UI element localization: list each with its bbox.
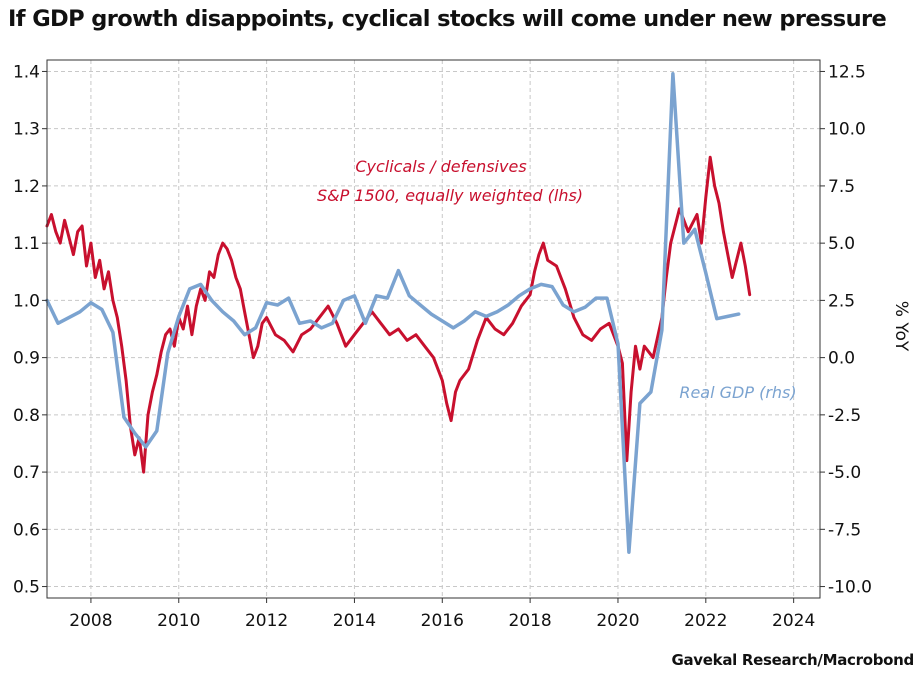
gdp-label: Real GDP (rhs) bbox=[679, 383, 796, 402]
gdp-series bbox=[45, 71, 741, 554]
right-tick-label: 2.5 bbox=[828, 291, 855, 311]
left-tick-label: 0.8 bbox=[13, 406, 40, 426]
right-tick-label: -7.5 bbox=[828, 520, 861, 540]
x-tick-label: 2014 bbox=[333, 611, 376, 631]
x-tick-label: 2008 bbox=[69, 611, 112, 631]
x-tick-label: 2010 bbox=[157, 611, 200, 631]
left-tick-label: 1.2 bbox=[13, 177, 40, 197]
left-tick-label: 0.7 bbox=[13, 463, 40, 483]
cyclicals-line bbox=[45, 155, 752, 474]
right-tick-label: 5.0 bbox=[828, 234, 855, 254]
x-tick-label: 2024 bbox=[772, 611, 815, 631]
left-tick-label: 1.3 bbox=[13, 120, 40, 140]
x-axis-ticks: 2008 2010 2012 2014 2016 2018 2020 2022 2024 bbox=[69, 598, 815, 631]
cyclicals-label-line-2: S&P 1500, equally weighted (lhs) bbox=[317, 186, 583, 205]
left-axis-ticks: 0.5 0.6 0.7 0.8 0.9 1.0 1.1 1.2 1.3 1.4 bbox=[13, 62, 47, 598]
x-tick-label: 2018 bbox=[508, 611, 551, 631]
x-tick-label: 2012 bbox=[245, 611, 288, 631]
plot-frame bbox=[46, 59, 821, 599]
left-tick-label: 1.1 bbox=[13, 234, 40, 254]
left-tick-label: 1.0 bbox=[13, 291, 40, 311]
right-tick-label: 0.0 bbox=[828, 349, 855, 369]
gridlines bbox=[47, 60, 820, 598]
x-tick-label: 2022 bbox=[684, 611, 727, 631]
gdp-line bbox=[45, 71, 741, 554]
x-tick-label: 2016 bbox=[421, 611, 464, 631]
chart-title: If GDP growth disappoints, cyclical stoc… bbox=[8, 6, 887, 32]
cyclicals-label-line-1: Cyclicals / defensives bbox=[355, 157, 526, 176]
right-axis-label: % YoY bbox=[891, 301, 911, 352]
left-tick-label: 0.9 bbox=[13, 349, 40, 369]
left-tick-label: 0.6 bbox=[13, 520, 40, 540]
right-tick-label: -5.0 bbox=[828, 463, 861, 483]
right-tick-label: 12.5 bbox=[828, 62, 866, 82]
left-tick-label: 1.4 bbox=[13, 62, 40, 82]
right-axis-ticks: -10.0 -7.5 -5.0 -2.5 0.0 2.5 5.0 7.5 10.0 12.5 bbox=[820, 62, 872, 598]
left-tick-label: 0.5 bbox=[13, 578, 40, 598]
right-tick-label: -2.5 bbox=[828, 406, 861, 426]
right-tick-label: 10.0 bbox=[828, 120, 866, 140]
right-tick-label: 7.5 bbox=[828, 177, 855, 197]
right-tick-label: -10.0 bbox=[828, 578, 872, 598]
source-credit: Gavekal Research/Macrobond bbox=[671, 651, 914, 669]
x-tick-label: 2020 bbox=[596, 611, 639, 631]
